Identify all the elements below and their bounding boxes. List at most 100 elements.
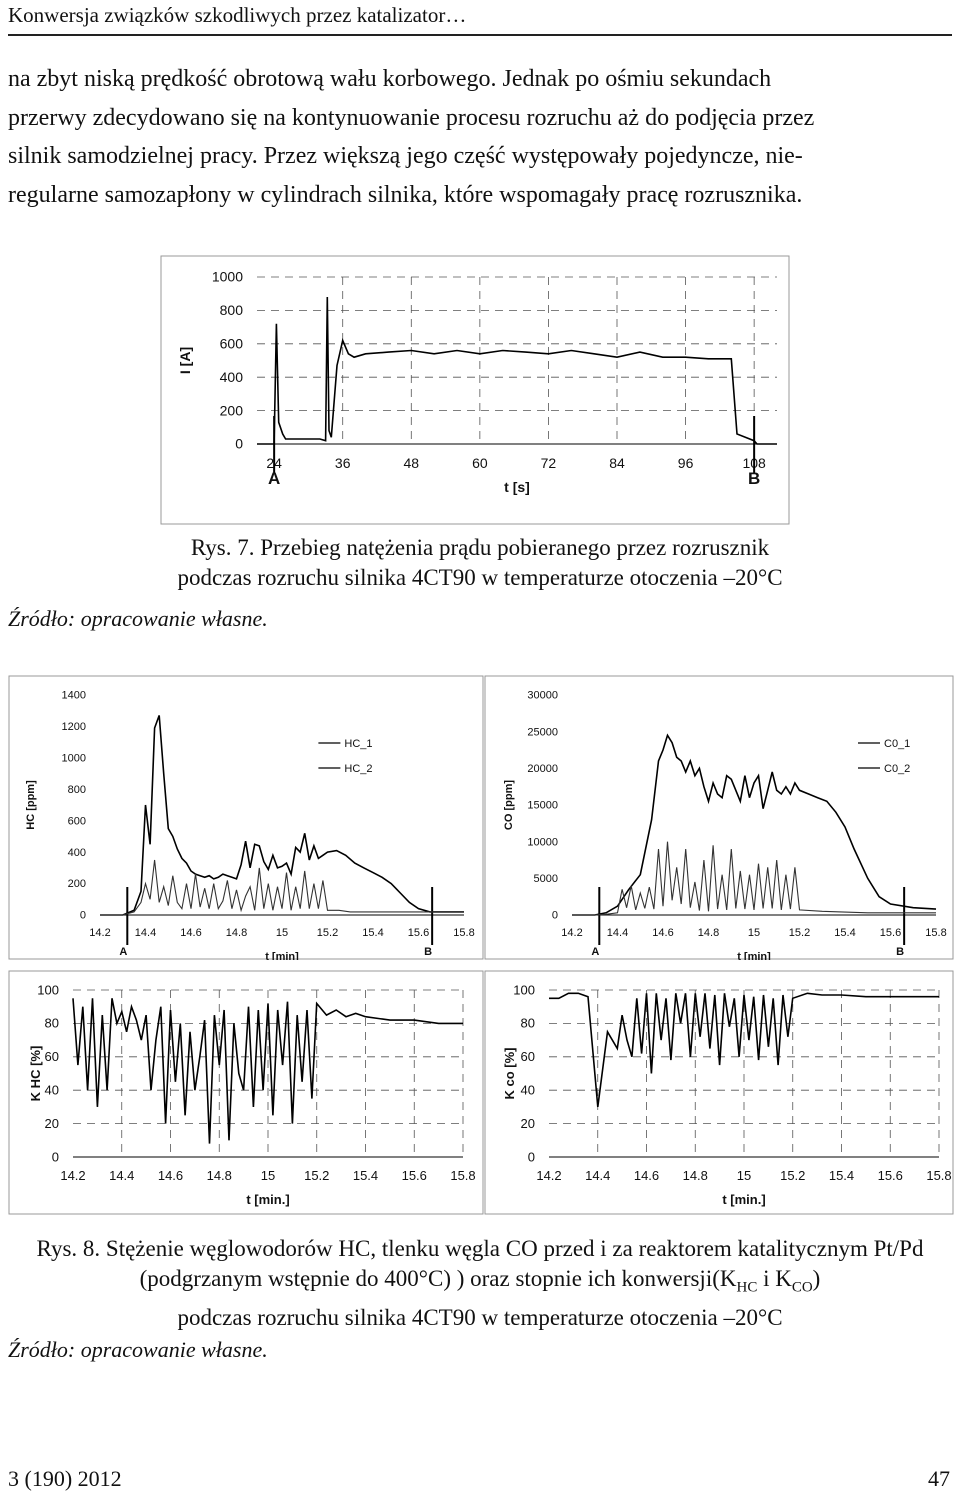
x-tick-label: 15.8 [925, 927, 946, 939]
footer-issue: 3 (190) 2012 [8, 1466, 122, 1491]
caption-text: ) [812, 1266, 821, 1291]
y-tick-label: 200 [68, 878, 86, 890]
x-tick-label: 14.8 [226, 927, 247, 939]
y-tick-label: 600 [68, 815, 86, 827]
x-tick-label: 15.4 [353, 1168, 378, 1183]
x-tick-label: 14.6 [634, 1168, 659, 1183]
paragraph-line: przerwy zdecydowano się na kontynuowanie… [8, 104, 815, 131]
figure7-caption-line2: podczas rozruchu silnika 4CT90 w tempera… [177, 565, 783, 590]
x-tick-label: 14.4 [109, 1168, 134, 1183]
figure8-caption-line3: podczas rozruchu silnika 4CT90 w tempera… [177, 1304, 783, 1330]
x-tick-label: 72 [541, 455, 557, 471]
x-tick-label: 15.8 [450, 1168, 475, 1183]
y-tick-label: 0 [80, 910, 86, 922]
x-tick-label: 15.8 [926, 1168, 951, 1183]
y-axis-label: I [A] [177, 347, 193, 374]
y-tick-label: 20 [45, 1116, 59, 1131]
x-tick-label: 14.6 [180, 927, 201, 939]
paragraph-line: na zbyt niską prędkość obrotową wału kor… [8, 66, 772, 92]
running-title: Konwersja związków szkodliwych przez kat… [8, 3, 467, 27]
chart-frame [8, 970, 484, 1215]
chart-hc: 0 200 400 600 800 1000 1200 1400 14.2 14.4 14.6 14.… [8, 675, 484, 960]
caption-text: (podgrzanym wstępnie do 400°C) ) oraz st… [139, 1266, 737, 1291]
x-axis-label: t [s] [504, 479, 530, 495]
y-tick-label: 1000 [212, 269, 243, 285]
y-tick-label: 1200 [62, 721, 86, 733]
time-marker-label: A [119, 946, 127, 958]
x-tick-label: 15.8 [453, 927, 474, 939]
chart-frame [484, 675, 954, 960]
y-tick-label: 80 [45, 1016, 59, 1031]
y-axis-label: K co [%] [502, 1048, 517, 1100]
figure7-caption: Rys. 7. Przebieg natężenia prądu pobiera… [130, 533, 830, 593]
x-tick-label: 15.4 [834, 927, 855, 939]
series-line-hc_2 [100, 859, 464, 916]
time-marker-label: B [424, 946, 432, 958]
x-tick-label: 14.8 [698, 927, 719, 939]
y-axis-label: CO [ppm] [503, 780, 515, 830]
caption-subscript: HC [736, 1279, 758, 1296]
legend-label: HC_2 [344, 763, 372, 775]
legend-label: C0_2 [884, 763, 910, 775]
x-tick-label: 15 [276, 927, 288, 939]
series-line-data [257, 296, 777, 445]
figure8-source: Źródło: opracowanie własne. [8, 1337, 268, 1362]
x-tick-label: 14.8 [683, 1168, 708, 1183]
x-tick-label: 60 [472, 455, 488, 471]
y-tick-label: 1000 [62, 753, 86, 765]
x-tick-label: 14.2 [89, 927, 110, 939]
x-tick-label: 14.8 [207, 1168, 232, 1183]
time-marker-label: B [896, 946, 904, 958]
y-tick-label: 0 [552, 910, 558, 922]
y-tick-label: 0 [235, 436, 243, 452]
chart-frame [484, 970, 954, 1215]
x-tick-label: 14.4 [607, 927, 628, 939]
series-line-data [72, 998, 463, 1144]
y-tick-label: 40 [45, 1083, 59, 1098]
x-tick-label: 15.6 [880, 927, 901, 939]
y-tick-label: 15000 [527, 800, 558, 812]
x-tick-label: 14.6 [652, 927, 673, 939]
body-paragraph: na zbyt niską prędkość obrotową wału kor… [8, 60, 952, 214]
y-tick-label: 80 [521, 1016, 535, 1031]
legend-label: HC_1 [344, 738, 372, 750]
caption-text: i K [757, 1266, 792, 1291]
caption-subscript: CO [791, 1279, 813, 1296]
series-line-c0_1 [572, 733, 937, 916]
x-tick-label: 15 [737, 1168, 751, 1183]
figure7-caption-line1: Rys. 7. Przebieg natężenia prądu pobiera… [190, 535, 770, 560]
x-tick-label: 36 [335, 455, 351, 471]
x-axis-label: t [min.] [246, 1192, 289, 1207]
y-tick-label: 10000 [527, 836, 558, 848]
x-tick-label: 15 [261, 1168, 275, 1183]
y-tick-label: 100 [513, 982, 535, 997]
y-tick-label: 0 [52, 1149, 59, 1164]
legend-label: C0_1 [884, 738, 910, 750]
paragraph-line: silnik samodzielnej pracy. Przez większą… [8, 143, 803, 169]
x-tick-label: 14.2 [536, 1168, 561, 1183]
x-tick-label: 15.2 [780, 1168, 805, 1183]
y-axis-label: K HC [%] [28, 1046, 43, 1102]
y-tick-label: 400 [220, 369, 244, 385]
series-line-c0_2 [572, 841, 936, 916]
x-axis-label: t [min] [265, 951, 299, 960]
y-tick-label: 5000 [534, 873, 558, 885]
x-axis-label: t [min.] [722, 1192, 765, 1207]
time-marker-label: B [748, 469, 760, 488]
y-tick-label: 1400 [62, 690, 86, 702]
y-tick-label: 60 [521, 1049, 535, 1064]
y-axis-label: HC [ppm] [25, 780, 37, 830]
figure8-caption: Rys. 8. Stężenie węglowodorów HC, tlenku… [0, 1234, 960, 1333]
y-tick-label: 100 [37, 982, 59, 997]
x-tick-label: 15.6 [878, 1168, 903, 1183]
figure8-caption-line2: (podgrzanym wstępnie do 400°C) ) oraz st… [0, 1264, 960, 1303]
y-tick-label: 800 [220, 302, 244, 318]
x-tick-label: 14.2 [60, 1168, 85, 1183]
x-tick-label: 15.4 [829, 1168, 854, 1183]
y-tick-label: 20000 [527, 763, 558, 775]
time-marker-label: A [268, 469, 280, 488]
y-tick-label: 30000 [527, 690, 558, 702]
x-tick-label: 15.2 [317, 927, 338, 939]
chart-kco: 0 20 40 60 80 100 14.2 14.4 14.6 14.8 15 15.2 15.4 15… [484, 970, 954, 1215]
footer-page-number: 47 [928, 1466, 950, 1491]
